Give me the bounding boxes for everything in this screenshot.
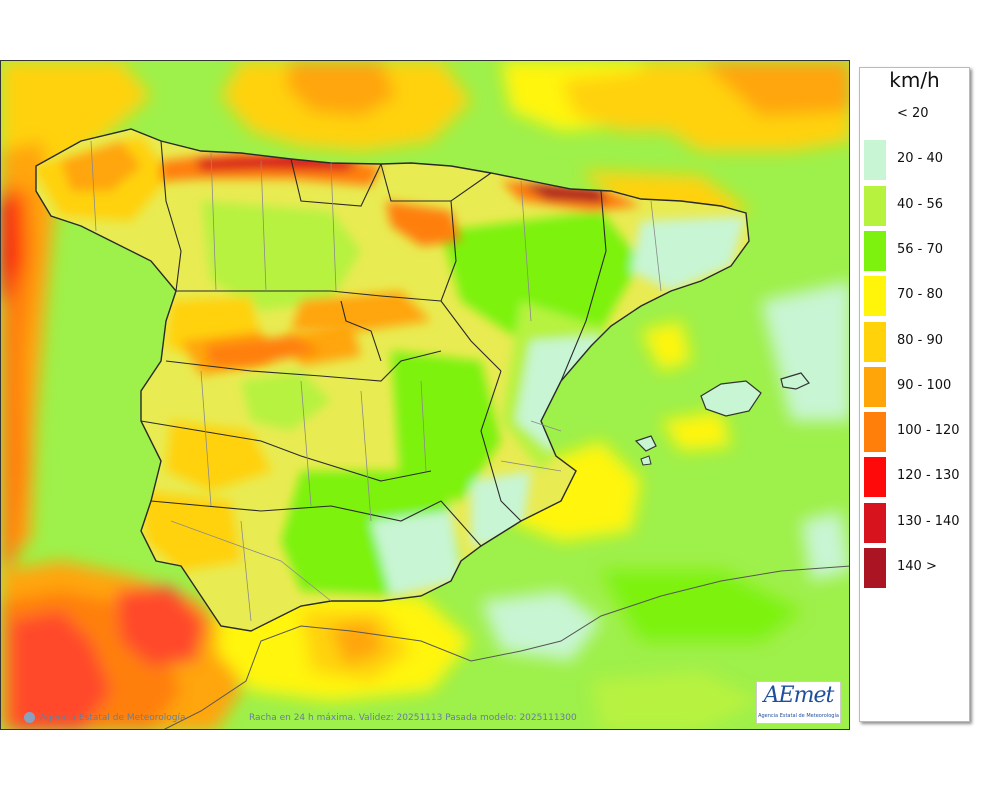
legend-label: 120 - 130: [897, 468, 960, 484]
legend-label: 80 - 90: [897, 332, 944, 348]
legend-item: < 20: [860, 95, 969, 137]
aemet-logo: AEmet Agencia Estatal de Meteorología: [756, 681, 841, 724]
legend-label: 90 - 100: [897, 377, 952, 393]
legend-swatch: [864, 457, 886, 498]
province-borders: [90, 140, 662, 622]
legend-item: 20 - 40: [860, 140, 969, 182]
balearic-islands: [634, 372, 810, 466]
legend-unit: km/h: [889, 68, 940, 92]
logo-subtitle: Agencia Estatal de Meteorología: [758, 713, 839, 719]
legend-swatch: [864, 95, 886, 135]
wind-gust-map: [0, 60, 850, 730]
legend-item: 140 >: [860, 548, 969, 590]
legend-label: 70 - 80: [897, 287, 944, 303]
legend-swatch: [864, 230, 886, 271]
legend-item: 70 - 80: [860, 276, 969, 318]
africa-coastline: [163, 565, 849, 729]
legend-swatch: [864, 548, 886, 588]
aemet-emblem-icon: [24, 712, 35, 723]
logo-mark: AEmet: [763, 683, 835, 708]
legend-label: 56 - 70: [897, 241, 944, 257]
legend-swatch: [864, 276, 886, 317]
legend-item: 120 - 130: [860, 457, 969, 499]
legend-label: 140 >: [897, 559, 937, 574]
legend-label: < 20: [897, 106, 929, 121]
footer-caption: Racha en 24 h máxima. Validez: 20251113 …: [249, 713, 577, 723]
legend-swatch: [864, 321, 886, 362]
region-borders: [140, 140, 607, 547]
legend-swatch: [864, 412, 886, 453]
legend-item: 100 - 120: [860, 412, 969, 454]
legend-label: 130 - 140: [897, 513, 960, 529]
legend-label: 40 - 56: [897, 196, 944, 212]
legend-swatch: [864, 502, 886, 543]
legend: km/h < 20 20 - 40 40 - 56 56 - 70 70 - 80 80 …: [859, 67, 970, 722]
sea-gust-field: [1, 61, 849, 729]
legend-item: 130 - 140: [860, 502, 969, 545]
legend-item: 90 - 100: [860, 366, 969, 409]
legend-swatch: [864, 140, 886, 181]
coastline: [35, 128, 750, 632]
legend-swatch: [864, 366, 886, 407]
legend-swatch: [864, 185, 886, 226]
legend-item: 80 - 90: [860, 321, 969, 364]
legend-label: 100 - 120: [897, 423, 960, 439]
map-canvas: [1, 61, 849, 729]
footer-organization: Agencia Estatal de Meteorología: [40, 713, 186, 723]
legend-item: 56 - 70: [860, 230, 969, 273]
legend-item: 40 - 56: [860, 185, 969, 228]
legend-label: 20 - 40: [897, 151, 944, 167]
